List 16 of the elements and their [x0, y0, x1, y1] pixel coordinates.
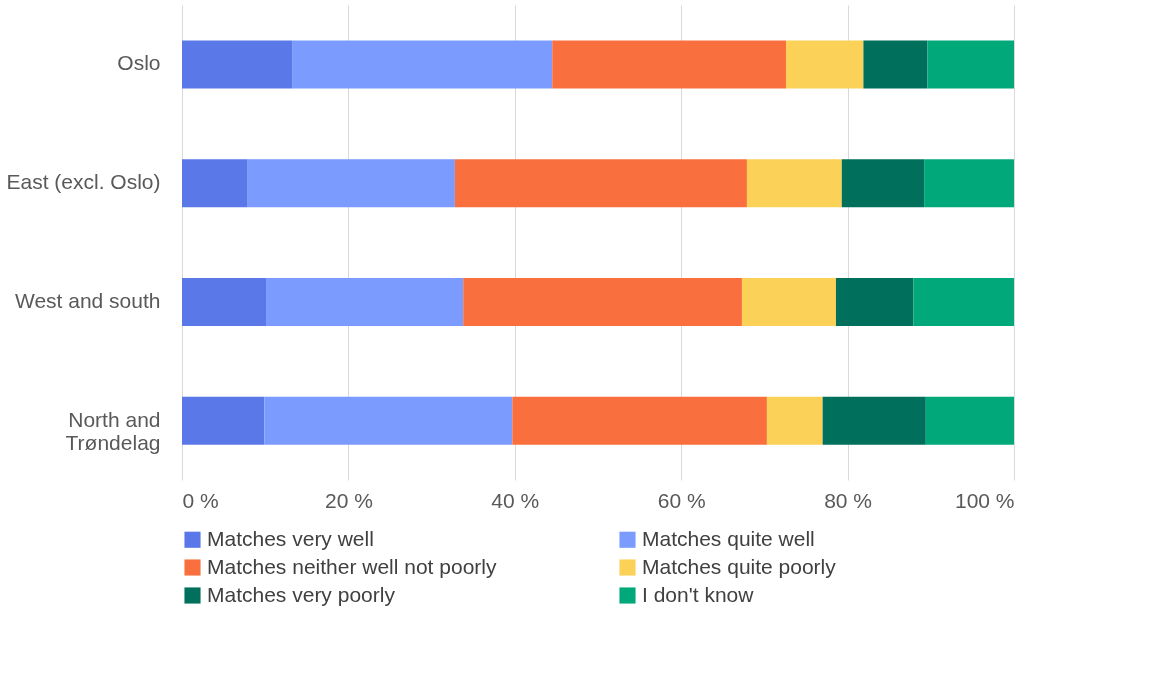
- y-tick-label: East (excl. Oslo): [6, 170, 161, 194]
- x-tick-label: 0 %: [182, 488, 219, 512]
- legend-label: Matches very well: [207, 526, 374, 550]
- y-tick-label: Oslo: [117, 51, 161, 75]
- legend-label: Matches quite well: [642, 526, 815, 550]
- x-tick-label: 100 %: [954, 488, 1015, 512]
- x-tick-label: 20 %: [324, 488, 373, 512]
- x-tick-label: 80 %: [824, 488, 873, 512]
- legend-label: Matches very poorly: [207, 582, 396, 606]
- y-tick-label: West and south: [14, 288, 161, 312]
- legend-label: Matches neither well not poorly: [207, 554, 497, 578]
- legend-label: I don't know: [642, 582, 755, 606]
- legend-label: Matches quite poorly: [642, 554, 837, 578]
- x-tick-label: 40 %: [491, 488, 540, 512]
- y-tick-label: North and Trøndelag: [65, 407, 161, 454]
- x-tick-label: 60 %: [657, 488, 706, 512]
